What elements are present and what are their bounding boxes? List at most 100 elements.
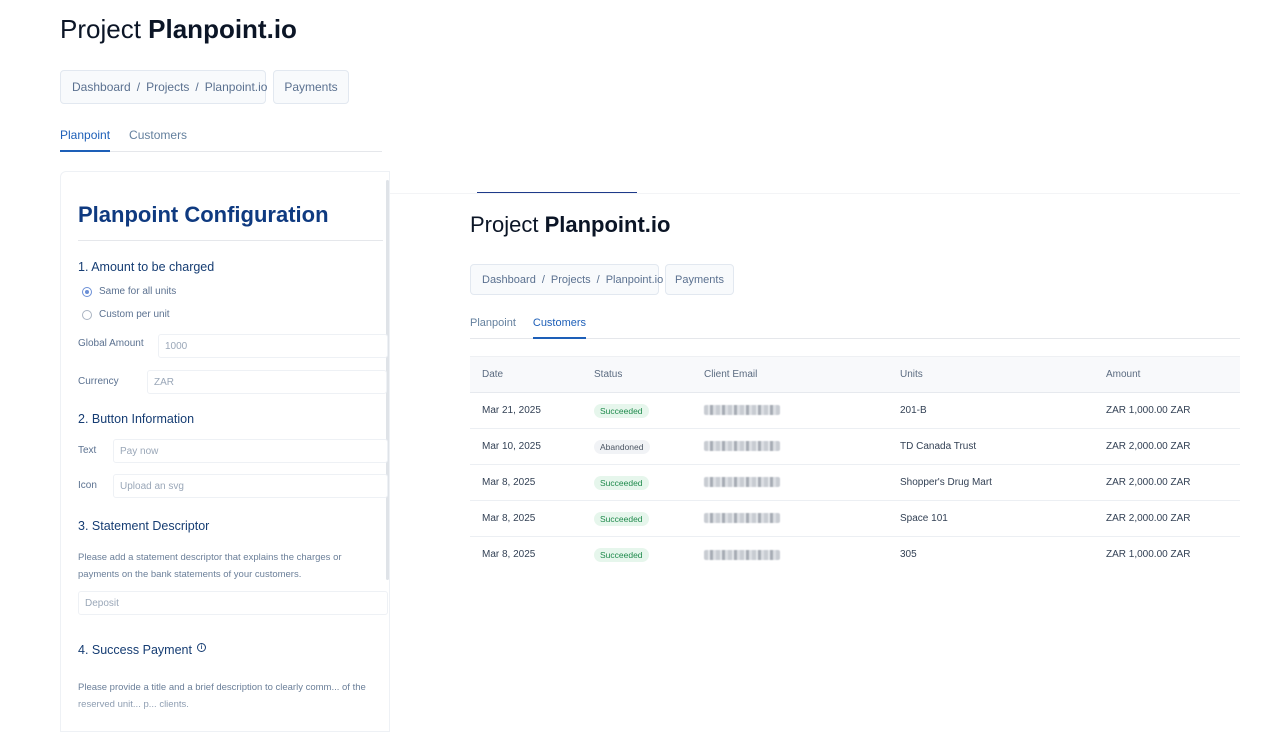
text-label: Text xyxy=(78,445,97,456)
section-amount-heading: 1. Amount to be charged xyxy=(78,260,215,274)
radio-same-for-all-units[interactable]: Same for all units xyxy=(82,286,176,297)
cell-units: 201-B xyxy=(888,392,1094,429)
cell-client-email xyxy=(692,428,888,465)
breadcrumb-separator: / xyxy=(136,80,141,94)
redacted-email xyxy=(704,441,780,452)
cell-date: Mar 10, 2025 xyxy=(470,428,582,465)
cell-date: Mar 21, 2025 xyxy=(470,392,582,429)
redacted-email xyxy=(704,477,780,488)
tab-planpoint[interactable]: Planpoint xyxy=(60,128,111,152)
cell-client-email xyxy=(692,464,888,501)
breadcrumb-current[interactable]: Planpoint.io xyxy=(605,273,664,286)
header-amount[interactable]: Amount xyxy=(1094,356,1240,393)
page-title-prefix: Project xyxy=(60,14,149,44)
breadcrumb-separator: / xyxy=(541,273,545,286)
statement-help-text: Please add a statement descriptor that e… xyxy=(78,552,342,580)
breadcrumb-dashboard[interactable]: Dashboard xyxy=(482,273,536,286)
section-success-title: 4. Success Payment xyxy=(78,643,192,657)
page-title: Project Planpoint.io xyxy=(60,14,297,45)
cell-amount: ZAR 2,000.00 ZAR xyxy=(1094,500,1240,537)
cell-client-email xyxy=(692,500,888,537)
header-date[interactable]: Date xyxy=(470,356,582,393)
info-icon[interactable]: i xyxy=(196,643,206,652)
breadcrumb-projects[interactable]: Projects xyxy=(146,80,190,94)
section-button-heading: 2. Button Information xyxy=(78,412,195,426)
payments-label: Payments xyxy=(675,273,724,286)
cell-status: Succeeded xyxy=(582,500,692,537)
button-text-input[interactable]: Pay now xyxy=(113,439,388,463)
breadcrumb-separator: / xyxy=(596,273,600,286)
table-header-row: Date Status Client Email Units Amount xyxy=(470,356,1240,393)
tab-customers[interactable]: Customers xyxy=(532,317,587,339)
table-row[interactable]: Mar 8, 2025 Succeeded Space 101 ZAR 2,00… xyxy=(470,500,1240,537)
header-units[interactable]: Units xyxy=(888,356,1094,393)
icon-upload-input[interactable]: Upload an svg xyxy=(113,474,388,498)
cell-amount: ZAR 2,000.00 ZAR xyxy=(1094,464,1240,501)
cell-amount: ZAR 1,000.00 ZAR xyxy=(1106,549,1191,561)
page-title-prefix: Project xyxy=(470,212,545,237)
cell-client-email xyxy=(692,392,888,429)
radio-label: Custom per unit xyxy=(99,309,170,320)
table-row[interactable]: Mar 21, 2025 Succeeded 201-B ZAR 1,000.0… xyxy=(470,392,1240,429)
tab-bar: Planpoint Customers xyxy=(60,128,382,152)
global-amount-label: Global Amount xyxy=(78,338,144,349)
cell-units: 305 xyxy=(900,549,917,561)
cell-units: Shopper's Drug Mart xyxy=(888,464,1094,501)
fade-overlay xyxy=(61,691,389,731)
breadcrumb-dashboard[interactable]: Dashboard xyxy=(72,80,131,94)
currency-input[interactable]: ZAR xyxy=(147,370,387,394)
section-success-heading: 4. Success Payment i xyxy=(78,643,206,657)
status-badge: Succeeded xyxy=(594,547,649,562)
global-amount-input[interactable]: 1000 xyxy=(158,334,388,358)
redacted-email xyxy=(704,549,780,560)
radio-button[interactable] xyxy=(82,309,92,320)
section-statement-heading: 3. Statement Descriptor xyxy=(78,519,210,533)
cell-status: Succeeded xyxy=(582,464,692,501)
status-badge: Succeeded xyxy=(594,475,649,490)
table-row[interactable]: Mar 10, 2025 Abandoned TD Canada Trust Z… xyxy=(470,428,1240,465)
payments-button[interactable]: Payments xyxy=(273,70,349,104)
cell-units: TD Canada Trust xyxy=(888,428,1094,465)
radio-custom-per-unit[interactable]: Custom per unit xyxy=(82,309,170,320)
radio-button[interactable] xyxy=(82,286,92,297)
cell-date: Mar 8, 2025 xyxy=(482,549,536,561)
table-row[interactable]: Mar 8, 2025 Succeeded Shopper's Drug Mar… xyxy=(470,464,1240,501)
accent-line xyxy=(477,192,637,193)
tab-customers[interactable]: Customers xyxy=(129,128,188,142)
redacted-email xyxy=(704,513,780,524)
divider xyxy=(78,240,383,241)
page-title: Project Planpoint.io xyxy=(470,212,670,238)
configuration-title: Planpoint Configuration xyxy=(78,202,329,227)
cell-date: Mar 8, 2025 xyxy=(470,464,582,501)
header-status[interactable]: Status xyxy=(582,356,692,393)
payments-button[interactable]: Payments xyxy=(665,264,734,295)
customers-table: Date Status Client Email Units Amount Ma… xyxy=(470,356,1240,573)
payments-label: Payments xyxy=(284,80,338,94)
cell-client-email xyxy=(692,537,888,573)
radio-label: Same for all units xyxy=(99,286,177,297)
cell-amount: ZAR 2,000.00 ZAR xyxy=(1094,428,1240,465)
cell-status: Succeeded xyxy=(582,537,692,573)
status-badge: Succeeded xyxy=(594,403,649,418)
page-title-name: Planpoint.io xyxy=(544,212,671,237)
breadcrumb: Dashboard / Projects / Planpoint.io xyxy=(470,264,663,295)
tab-bar: Planpoint Customers xyxy=(470,317,1240,339)
planpoint-configuration-card: Planpoint Configuration 1. Amount to be … xyxy=(60,171,390,732)
breadcrumb-current[interactable]: Planpoint.io xyxy=(204,80,268,94)
breadcrumb-projects[interactable]: Projects xyxy=(550,273,591,286)
cell-date: Mar 8, 2025 xyxy=(470,500,582,537)
status-badge: Abandoned xyxy=(594,439,650,454)
customers-panel: Project Planpoint.io Dashboard / Project… xyxy=(390,192,1240,573)
cell-amount: ZAR 1,000.00 ZAR xyxy=(1094,392,1240,429)
cell-units: Space 101 xyxy=(888,500,1094,537)
statement-descriptor-input[interactable]: Deposit xyxy=(78,591,388,615)
cell-status: Abandoned xyxy=(582,428,692,465)
scrollbar[interactable] xyxy=(386,180,389,580)
currency-label: Currency xyxy=(78,376,119,387)
tab-planpoint[interactable]: Planpoint xyxy=(470,317,516,329)
icon-label: Icon xyxy=(78,480,97,491)
redacted-email xyxy=(704,405,780,416)
table-row[interactable]: Mar 8, 2025 Succeeded 305 ZAR 1,000.00 Z… xyxy=(470,537,1240,573)
header-client-email[interactable]: Client Email xyxy=(692,356,888,393)
page-title-name: Planpoint.io xyxy=(148,14,297,44)
